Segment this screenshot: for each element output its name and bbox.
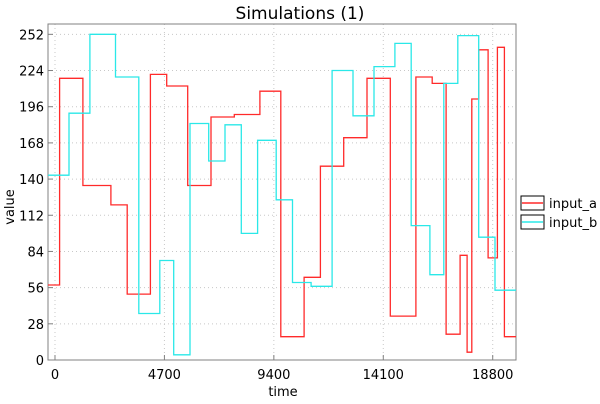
x-tick-label: 18800 <box>472 368 513 383</box>
legend: input_a input_b <box>520 195 597 231</box>
series-layer <box>48 33 516 356</box>
y-tick-label: 0 <box>36 354 44 369</box>
x-tick-label: 4700 <box>148 368 181 383</box>
y-tick-label: 252 <box>19 28 44 43</box>
plot-frame <box>47 23 517 361</box>
y-tick-label: 140 <box>19 173 44 188</box>
y-tick-label: 112 <box>19 209 44 224</box>
x-tick-label: 0 <box>51 368 59 383</box>
y-tick-label: 56 <box>27 282 44 297</box>
grid-lines <box>48 24 516 361</box>
y-tick-label: 196 <box>19 101 44 116</box>
chart-title: Simulations (1) <box>236 4 365 24</box>
x-tick-label: 9400 <box>257 368 290 383</box>
y-tick-label: 168 <box>19 137 44 152</box>
x-tick-label: 14100 <box>363 368 404 383</box>
y-tick-label: 224 <box>19 65 44 80</box>
axes: 0 28 56 84 112 140 168 196 224 252 0 4700 9400 14100 1… <box>19 28 513 383</box>
series-line-input-b <box>48 33 516 356</box>
legend-label: input_b <box>549 216 597 231</box>
x-axis-label: time <box>268 385 297 400</box>
y-tick-label: 28 <box>27 318 44 333</box>
legend-label: input_a <box>549 197 597 212</box>
y-axis-label: value <box>3 189 18 225</box>
y-tick-label: 84 <box>27 245 44 260</box>
